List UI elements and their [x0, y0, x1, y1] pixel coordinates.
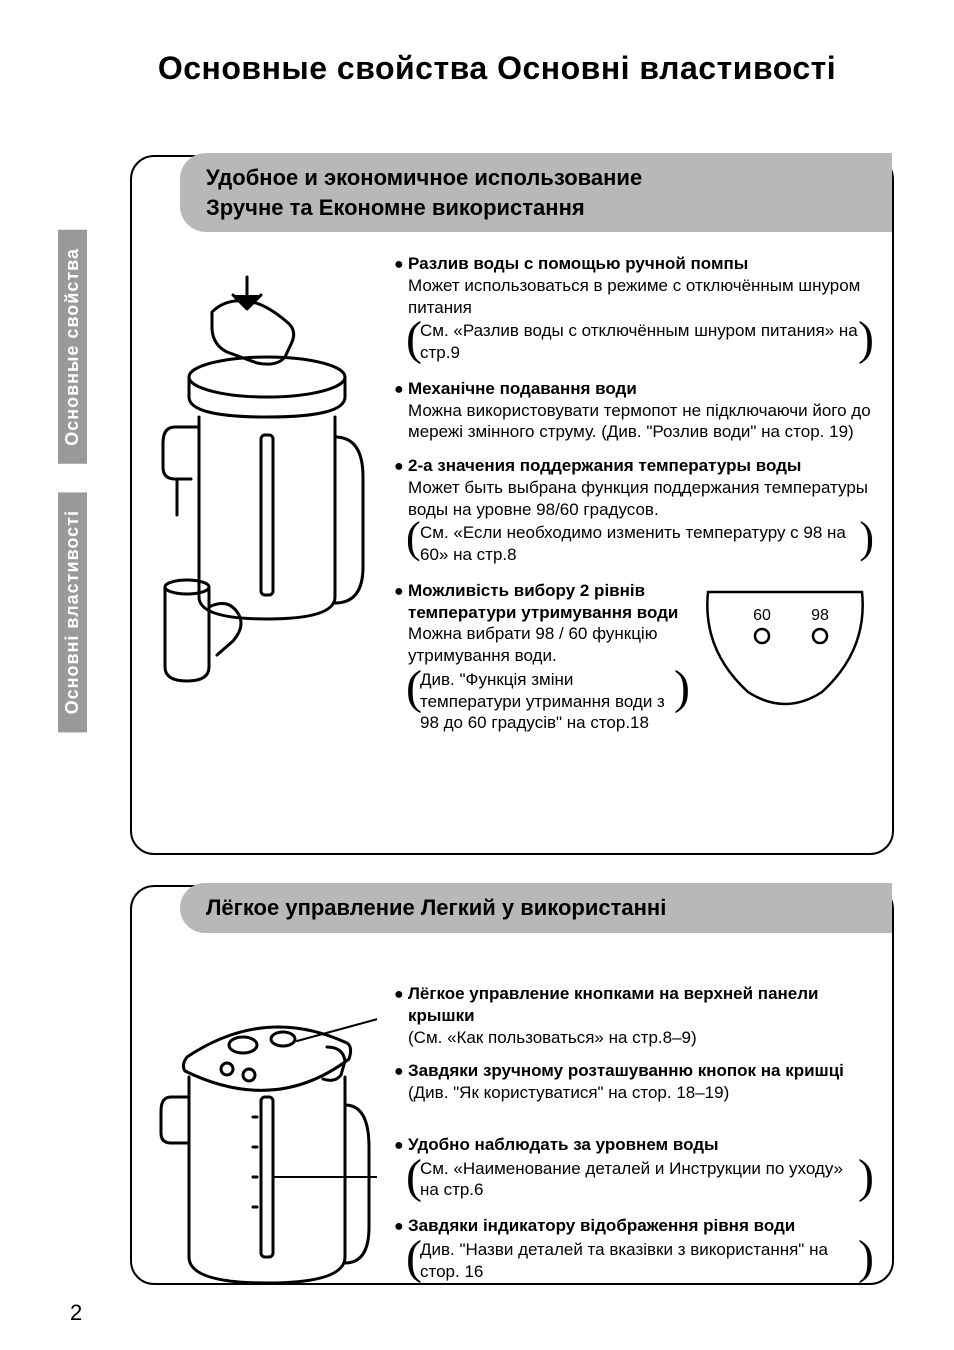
- pump-dispense-icon: [157, 267, 377, 697]
- feature-two-temp-ru: ● 2-а значения поддержания температуры в…: [394, 455, 872, 568]
- bullet-icon: ●: [394, 380, 404, 400]
- feature-title: Завдяки зручному розташуванню кнопок на …: [408, 1060, 872, 1082]
- temp-60-label: 60: [753, 607, 771, 624]
- feature-body: (См. «Как пользоваться» на стр.8–9): [408, 1027, 872, 1049]
- section-1-feature-list: ● Разлив воды с помощью ручной помпы Мож…: [394, 253, 872, 748]
- side-tab-ua: Основні властивості: [58, 492, 87, 732]
- section-2-header-text: Лёгкое управление Легкий у використанні: [206, 895, 666, 920]
- feature-body: Можна вибрати 98 / 60 функцію утримуванн…: [408, 623, 688, 667]
- feature-note: Див. "Функція зміни температури утриманн…: [408, 667, 688, 736]
- feature-note: См. «Разлив воды с отключённым шнуром пи…: [408, 318, 872, 366]
- feature-body: Может быть выбрана функция поддержания т…: [408, 477, 872, 521]
- section-convenient-use: Удобное и экономичное использование Зруч…: [130, 155, 894, 855]
- feature-note: См. «Если необходимо изменить температур…: [408, 520, 872, 568]
- section-2-header: Лёгкое управление Легкий у використанні: [180, 883, 892, 933]
- temp-98-label: 98: [811, 607, 829, 624]
- feature-title: Механічне подавання води: [408, 378, 872, 400]
- section-easy-control: Лёгкое управление Легкий у використанні: [130, 885, 894, 1285]
- feature-two-temp-ua: ● Можливість вибору 2 рівнів температури…: [394, 580, 688, 736]
- section-1-header-ru: Удобное и экономичное использование: [206, 165, 642, 190]
- page-title: Основные свойства Основні властивості: [100, 50, 894, 87]
- feature-water-level-ua: ● Завдяки індикатору відображення рівня …: [394, 1215, 872, 1284]
- feature-title: Лёгкое управление кнопками на верхней па…: [408, 983, 872, 1027]
- temperature-panel-icon: 60 98: [698, 586, 872, 712]
- feature-title: 2-а значения поддержания температуры вод…: [408, 455, 872, 477]
- section-1-header: Удобное и экономичное использование Зруч…: [180, 153, 892, 232]
- feature-title: Разлив воды с помощью ручной помпы: [408, 253, 872, 275]
- feature-manual-pump-ua: ● Механічне подавання води Можна викорис…: [394, 378, 872, 443]
- feature-body: Может использоваться в режиме с отключён…: [408, 275, 872, 319]
- feature-body: (Див. "Як користуватися" на стор. 18–19): [408, 1082, 872, 1104]
- feature-note: Див. "Назви деталей та вказівки з викори…: [408, 1237, 872, 1285]
- section-2-feature-list: ● Лёгкое управление кнопками на верхней …: [394, 983, 872, 1307]
- section-1-header-ua: Зручне та Економне використання: [206, 195, 585, 220]
- bullet-icon: ●: [394, 582, 404, 602]
- feature-top-buttons-ru: ● Лёгкое управление кнопками на верхней …: [394, 983, 872, 1048]
- bullet-icon: ●: [394, 457, 404, 477]
- illustration-pump-dispense: [152, 253, 382, 748]
- feature-title: Можливість вибору 2 рівнів температури у…: [408, 580, 688, 624]
- feature-note: См. «Наименование деталей и Инструкции п…: [408, 1156, 872, 1204]
- feature-title: Удобно наблюдать за уровнем воды: [408, 1134, 872, 1156]
- side-tabs: Основные свойства Основні властивості: [58, 230, 88, 760]
- bullet-icon: ●: [394, 1062, 404, 1082]
- feature-manual-pump-ru: ● Разлив воды с помощью ручной помпы Мож…: [394, 253, 872, 366]
- illustration-thermopot: [152, 983, 382, 1307]
- side-tab-ru: Основные свойства: [58, 230, 87, 464]
- bullet-icon: ●: [394, 1217, 404, 1237]
- feature-title: Завдяки індикатору відображення рівня во…: [408, 1215, 872, 1237]
- feature-body: Можна використовувати термопот не підклю…: [408, 400, 872, 444]
- bullet-icon: ●: [394, 985, 404, 1005]
- bullet-icon: ●: [394, 1136, 404, 1156]
- thermopot-icon: [157, 997, 377, 1307]
- bullet-icon: ●: [394, 255, 404, 275]
- page-number: 2: [70, 1300, 82, 1326]
- feature-water-level-ru: ● Удобно наблюдать за уровнем воды См. «…: [394, 1134, 872, 1203]
- feature-top-buttons-ua: ● Завдяки зручному розташуванню кнопок н…: [394, 1060, 872, 1104]
